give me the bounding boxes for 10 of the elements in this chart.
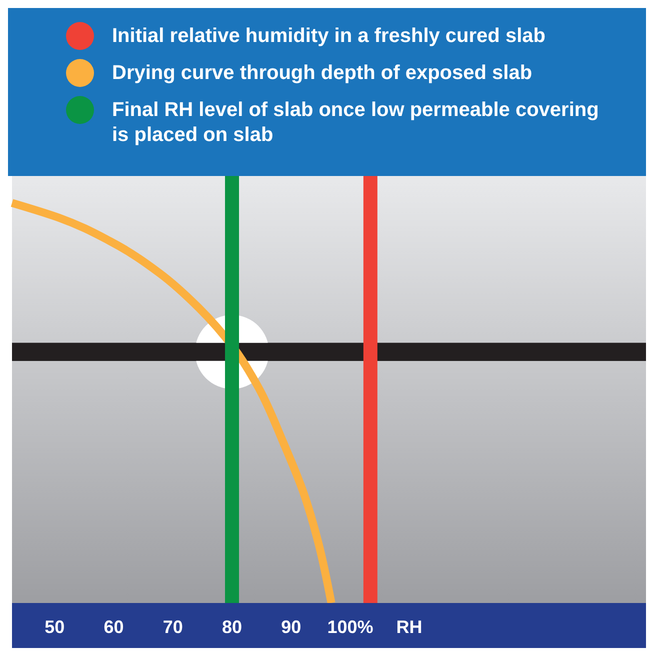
x-tick-label: 80 <box>222 617 242 637</box>
x-tick-label: 100% <box>327 617 374 637</box>
x-axis-title: RH <box>396 617 422 637</box>
legend-label: Initial relative humidity in a freshly cured slab <box>112 25 546 47</box>
x-tick-label: 50 <box>44 617 65 637</box>
legend-label: Drying curve through depth of exposed slab <box>112 62 532 84</box>
x-tick-label: 60 <box>104 617 124 637</box>
x-tick-label: 70 <box>162 617 183 637</box>
x-tick-label: 90 <box>281 617 302 637</box>
legend-label: Final RH level of slab once low permeable covering is placed on slab <box>112 99 599 146</box>
